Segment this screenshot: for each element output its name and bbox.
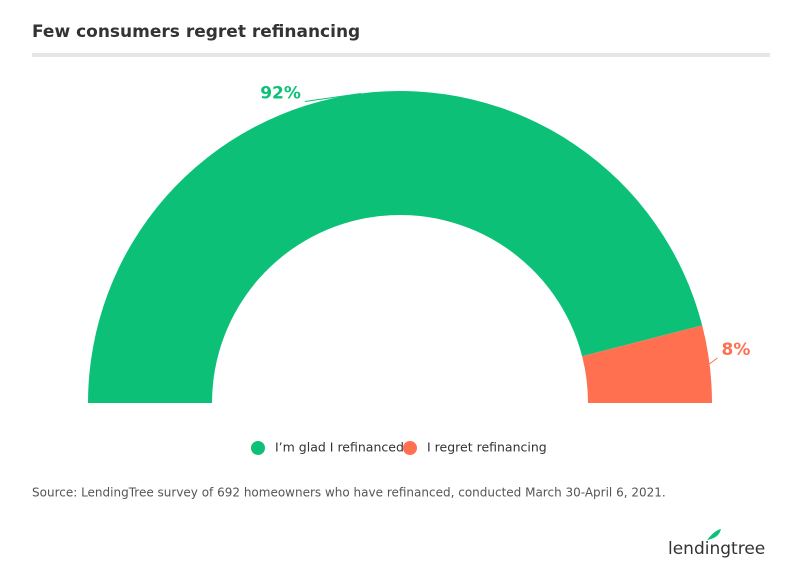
leader-line (709, 357, 718, 365)
leader-line (304, 92, 361, 102)
data-label: 8% (722, 340, 751, 360)
data-label: 92% (260, 83, 301, 103)
brand: lendingtree (668, 539, 765, 559)
legend-label: I regret refinancing (427, 440, 547, 455)
legend-label: I’m glad I refinanced (275, 440, 404, 455)
title-rule (32, 53, 770, 57)
legend-swatch (251, 441, 265, 455)
source-note: Source: LendingTree survey of 692 homeow… (32, 486, 666, 500)
slice (582, 325, 712, 403)
logo: lendingtree (668, 529, 765, 559)
chart-title: Few consumers regret refinancing (32, 22, 360, 42)
legend-swatch (403, 441, 417, 455)
logo-leaf (707, 529, 721, 540)
slice (88, 91, 703, 404)
